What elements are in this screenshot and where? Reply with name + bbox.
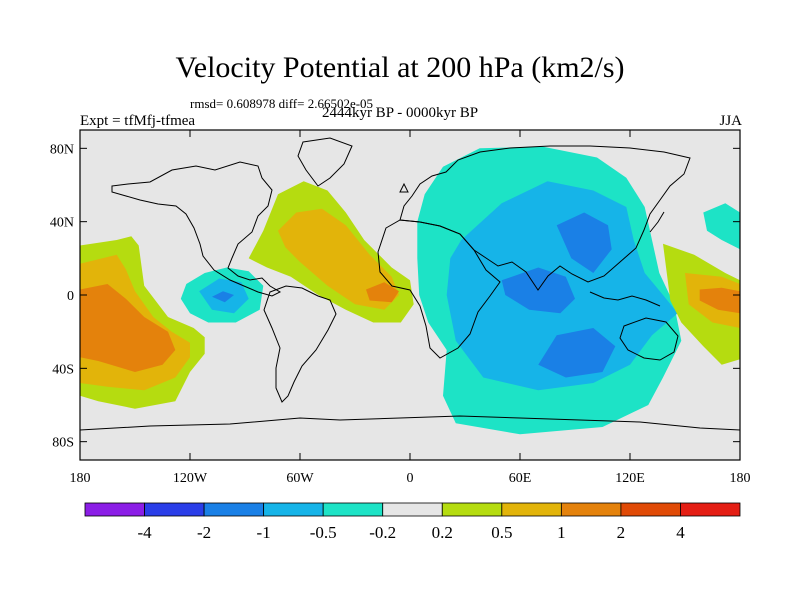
britain-coastline — [399, 182, 409, 193]
experiment-label: Expt = tfMfj-tfmea — [80, 113, 196, 129]
colorbar-box — [203, 502, 265, 517]
colorbar-label: -4 — [137, 523, 152, 542]
colorbar-label: 2 — [617, 523, 626, 542]
colorbar-box — [322, 502, 384, 517]
indonesia-coastline — [589, 291, 661, 307]
south-america-coastline — [263, 285, 337, 403]
x-tick-label: 120W — [173, 471, 208, 486]
colorbar-label: 1 — [557, 523, 566, 542]
colorbar-box — [501, 502, 562, 517]
x-tick-label: 120E — [615, 471, 645, 486]
x-tick-label: 60E — [509, 471, 532, 486]
y-tick-label: 40S — [52, 362, 74, 377]
eurasia-coastline — [399, 145, 691, 291]
contour-regions — [80, 146, 740, 435]
stats-label: rmsd= 0.608978 diff= 2.66502e-05 — [190, 96, 374, 111]
west-pacific-positive-1 — [699, 287, 740, 314]
atlantic-positive-2 — [366, 282, 399, 303]
colorbar-box — [84, 502, 145, 517]
pacific-positive-1 — [80, 284, 176, 372]
east-pacific-negative-1 — [212, 291, 234, 303]
colorbar-label: -1 — [257, 523, 271, 542]
colorbar-box — [560, 502, 622, 517]
x-tick-label: 180 — [70, 471, 91, 486]
colorbar-label: -2 — [197, 523, 211, 542]
colorbar-label: 0.2 — [432, 523, 453, 542]
colorbar-box — [144, 502, 205, 517]
y-tick-label: 0 — [67, 289, 74, 304]
australia-coastline — [619, 317, 679, 361]
colorbar-box — [620, 502, 681, 517]
period-label: 2444kyr BP - 0000kyr BP — [321, 105, 479, 121]
season-label: JJA — [719, 113, 742, 129]
colorbar: -4 -2 -1 -0.5 -0.2 0.2 0.5 1 2 4 — [84, 502, 741, 542]
x-tick-label: 0 — [407, 471, 414, 486]
coastlines — [80, 137, 740, 431]
y-tick-label: 40N — [50, 216, 74, 231]
y-tick-label: 80N — [50, 142, 74, 157]
colorbar-box — [263, 502, 324, 517]
axis-ticks: 180 120W 60W 0 60E 120E 180 80N 40N 0 40S 80S — [50, 130, 751, 486]
south-indian-negative-1 — [538, 328, 616, 378]
y-tick-label: 80S — [52, 436, 74, 451]
japan-coastline — [649, 211, 665, 233]
colorbar-box — [441, 502, 503, 517]
indian-ocean-negative-1 — [501, 267, 575, 314]
antarctica-coastline — [80, 415, 740, 431]
north-america-coastline — [111, 161, 282, 297]
colorbar-box — [680, 502, 741, 517]
atlantic-positive-0.5 — [278, 208, 399, 310]
colorbar-box — [382, 502, 443, 517]
asia-negative-1 — [556, 212, 612, 273]
colorbar-label: -0.5 — [310, 523, 337, 542]
colorbar-label: -0.2 — [369, 523, 396, 542]
colorbar-label: 0.5 — [491, 523, 512, 542]
x-tick-label: 180 — [730, 471, 751, 486]
north-pacific-negative-tail — [703, 203, 740, 250]
colorbar-label: 4 — [676, 523, 685, 542]
greenland-coastline — [297, 137, 353, 187]
chart-title: Velocity Potential at 200 hPa (km2/s) — [175, 51, 625, 84]
x-tick-label: 60W — [286, 471, 314, 486]
